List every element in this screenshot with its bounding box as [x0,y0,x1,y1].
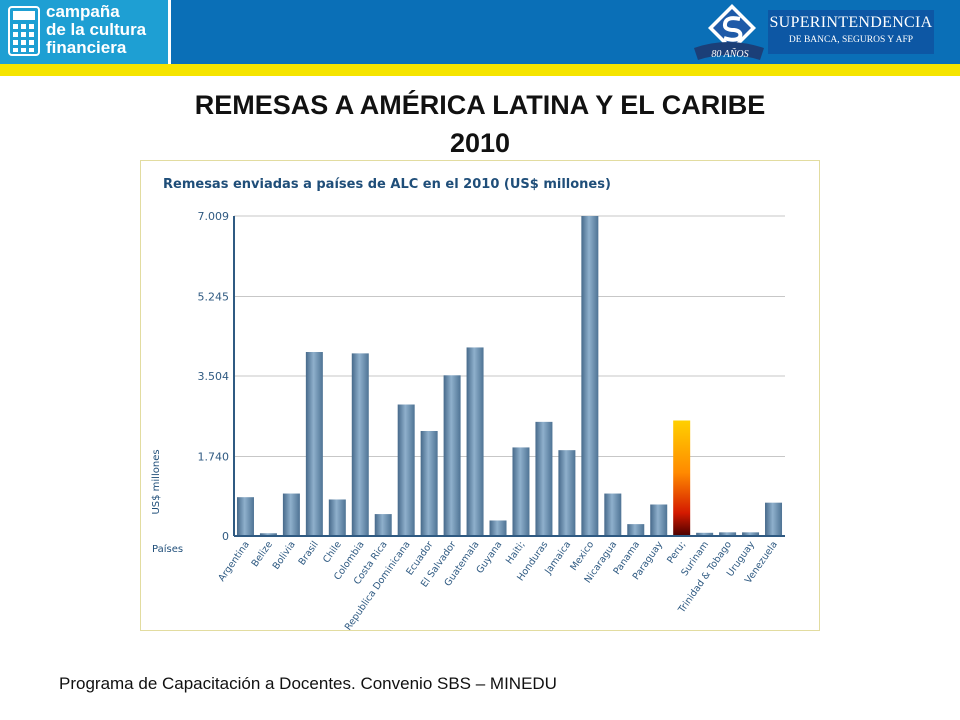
bar [696,532,714,536]
bar [351,353,369,536]
campaign-line-3: financiera [46,38,127,57]
header-bar: campaña de la cultura financiera 80 AÑOS… [0,0,960,76]
bar [305,352,323,536]
anniversary-label: 80 AÑOS [711,48,748,60]
sbs-logo-icon[interactable]: 80 AÑOS [688,2,768,62]
campaign-text: campaña de la cultura financiera [46,3,166,57]
y-tick-label: 5.245 [198,291,230,304]
y-axis-ticks: 0 1.740 3.504 5.245 7.009 [198,210,230,543]
bar [535,421,553,536]
bar [236,497,254,536]
calculator-icon [8,6,40,56]
chart-title: Remesas enviadas a países de ALC en el 2… [163,177,611,192]
bar [765,502,783,536]
bar [512,447,530,536]
x-tick-label: Argentina [216,539,252,583]
slide-title-line-1: REMESAS A AMÉRICA LATINA Y EL CARIBE [194,90,766,120]
y-tick-label: 3.504 [198,370,230,383]
chart-gridlines [234,215,785,458]
x-tick-label: Brasil [297,539,321,567]
footer-text: Programa de Capacitación a Docentes. Con… [59,674,557,693]
bar [374,514,392,536]
remittances-bar-chart: Remesas enviadas a países de ALC en el 2… [151,177,785,631]
chart-bars [236,216,783,536]
x-tick-label: Haiti; [504,539,527,566]
slide-title-line-2: 2010 [449,128,511,158]
bar [719,532,737,536]
sbs-name: SUPERINTENDENCIA [769,14,933,31]
x-tick-label: Bolivia [271,539,298,571]
bar [420,430,438,536]
campaign-line-1: campaña [46,2,120,21]
y-tick-label: 7.009 [198,210,230,223]
bar [466,347,484,536]
sbs-name-box: SUPERINTENDENCIA DE BANCA, SEGUROS Y AFP [768,10,934,54]
campaign-divider [168,0,171,64]
bar [650,504,668,536]
y-tick-label: 1.740 [198,451,230,464]
slide-title: REMESAS A AMÉRICA LATINA Y EL CARIBE 201… [0,86,960,162]
campaign-line-2: de la cultura [46,20,147,39]
campaign-logo[interactable]: campaña de la cultura financiera [0,0,170,64]
sbs-subtitle: DE BANCA, SEGUROS Y AFP [788,35,914,45]
bar-highlight [673,420,691,536]
bar [282,493,300,536]
bar [397,404,415,536]
bar [581,216,599,536]
y-axis-title: US$ millones [151,449,162,514]
bar [328,499,346,536]
y-tick-label: 0 [222,530,229,543]
bar [443,375,461,536]
header-stripe [0,64,960,76]
bar [604,493,622,536]
x-tick-label: Chile [321,539,344,565]
bar [627,524,645,536]
x-tick-label: Peru; [665,539,688,565]
bar [259,533,277,536]
x-axis-title: Países [152,543,183,555]
bar [742,532,760,536]
bar [489,520,507,536]
bar [558,450,576,536]
